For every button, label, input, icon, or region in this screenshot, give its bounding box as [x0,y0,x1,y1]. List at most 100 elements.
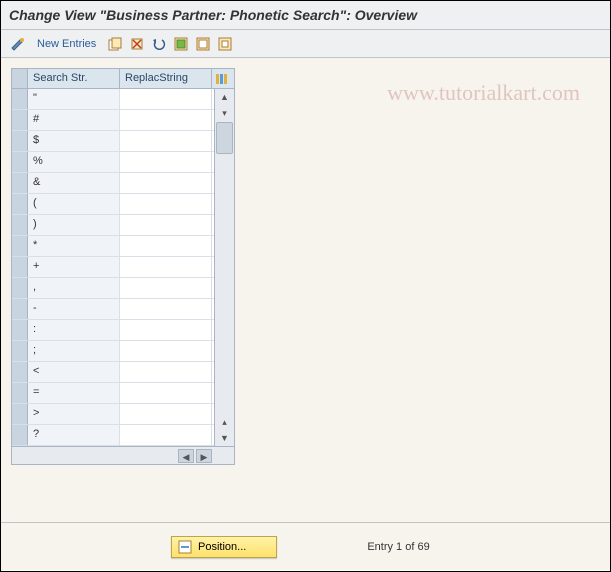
select-all-icon[interactable] [172,35,190,53]
row-selector[interactable] [12,89,28,109]
cell-replac-string[interactable] [120,299,212,319]
scroll-down-icon[interactable]: ▼ [215,430,234,446]
row-selector[interactable] [12,362,28,382]
scroll-page-down-icon[interactable]: ▴ [215,414,234,430]
cell-search-str[interactable]: ( [28,194,120,214]
table-row: : [12,320,214,341]
table-row: ; [12,341,214,362]
row-selector[interactable] [12,194,28,214]
vertical-scrollbar[interactable]: ▲ ▾ ▴ ▼ [214,89,234,446]
cell-search-str[interactable]: + [28,257,120,277]
column-search-str[interactable]: Search Str. [28,69,120,88]
grid-body: "#$%&()*+,-:;<=>? ▲ ▾ ▴ ▼ [12,89,234,446]
cell-replac-string[interactable] [120,215,212,235]
horizontal-scrollbar[interactable]: ◀ ▶ [12,446,234,464]
cell-search-str[interactable]: " [28,89,120,109]
table-row: $ [12,131,214,152]
table-row: ? [12,425,214,446]
scroll-page-up-icon[interactable]: ▾ [215,105,234,121]
delete-icon[interactable] [128,35,146,53]
cell-search-str[interactable]: % [28,152,120,172]
cell-replac-string[interactable] [120,257,212,277]
change-mode-icon[interactable] [9,35,27,53]
table-row: + [12,257,214,278]
table-row: # [12,110,214,131]
row-selector-header[interactable] [12,69,28,88]
row-selector[interactable] [12,278,28,298]
cell-replac-string[interactable] [120,194,212,214]
position-button[interactable]: Position... [171,536,277,558]
cell-replac-string[interactable] [120,320,212,340]
cell-search-str[interactable]: ? [28,425,120,445]
cell-search-str[interactable]: - [28,299,120,319]
cell-replac-string[interactable] [120,152,212,172]
cell-search-str[interactable]: # [28,110,120,130]
grid-header: Search Str. ReplacString [12,69,234,89]
cell-replac-string[interactable] [120,383,212,403]
cell-search-str[interactable]: ; [28,341,120,361]
cell-search-str[interactable]: $ [28,131,120,151]
cell-search-str[interactable]: ) [28,215,120,235]
toolbar: New Entries [1,30,610,58]
table-row: " [12,89,214,110]
undo-icon[interactable] [150,35,168,53]
cell-search-str[interactable]: : [28,320,120,340]
cell-search-str[interactable]: * [28,236,120,256]
table-row: & [12,173,214,194]
cell-replac-string[interactable] [120,362,212,382]
scroll-left-icon[interactable]: ◀ [178,449,194,463]
cell-search-str[interactable]: < [28,362,120,382]
scrollbar-thumb[interactable] [216,122,233,154]
table-row: = [12,383,214,404]
row-selector[interactable] [12,131,28,151]
cell-search-str[interactable]: & [28,173,120,193]
row-selector[interactable] [12,152,28,172]
scroll-right-icon[interactable]: ▶ [196,449,212,463]
cell-replac-string[interactable] [120,173,212,193]
row-selector[interactable] [12,215,28,235]
cell-search-str[interactable]: = [28,383,120,403]
table-row: * [12,236,214,257]
row-selector[interactable] [12,404,28,424]
new-entries-button[interactable]: New Entries [31,36,102,52]
column-replac-string[interactable]: ReplacString [120,69,212,88]
row-selector[interactable] [12,299,28,319]
entry-counter: Entry 1 of 69 [367,541,429,553]
scroll-up-icon[interactable]: ▲ [215,89,234,105]
print-icon[interactable] [216,35,234,53]
copy-icon[interactable] [106,35,124,53]
table-row: ( [12,194,214,215]
row-selector[interactable] [12,320,28,340]
table-row: < [12,362,214,383]
deselect-all-icon[interactable] [194,35,212,53]
table-row: ) [12,215,214,236]
table-row: , [12,278,214,299]
table-row: - [12,299,214,320]
row-selector[interactable] [12,236,28,256]
row-selector[interactable] [12,173,28,193]
position-icon [178,540,192,554]
row-selector[interactable] [12,383,28,403]
cell-replac-string[interactable] [120,89,212,109]
row-selector[interactable] [12,257,28,277]
cell-replac-string[interactable] [120,110,212,130]
cell-replac-string[interactable] [120,341,212,361]
cell-search-str[interactable]: > [28,404,120,424]
cell-replac-string[interactable] [120,236,212,256]
cell-replac-string[interactable] [120,131,212,151]
position-label: Position... [198,541,246,553]
footer: Position... Entry 1 of 69 [1,522,610,570]
cell-search-str[interactable]: , [28,278,120,298]
row-selector[interactable] [12,425,28,445]
configure-columns-icon[interactable] [212,69,232,88]
cell-replac-string[interactable] [120,278,212,298]
cell-replac-string[interactable] [120,404,212,424]
content-area: www.tutorialkart.com Search Str. ReplacS… [1,58,610,522]
row-selector[interactable] [12,110,28,130]
cell-replac-string[interactable] [120,425,212,445]
table-row: > [12,404,214,425]
table-row: % [12,152,214,173]
data-grid: Search Str. ReplacString "#$%&()*+,-:;<=… [11,68,235,465]
row-selector[interactable] [12,341,28,361]
watermark: www.tutorialkart.com [387,80,580,106]
